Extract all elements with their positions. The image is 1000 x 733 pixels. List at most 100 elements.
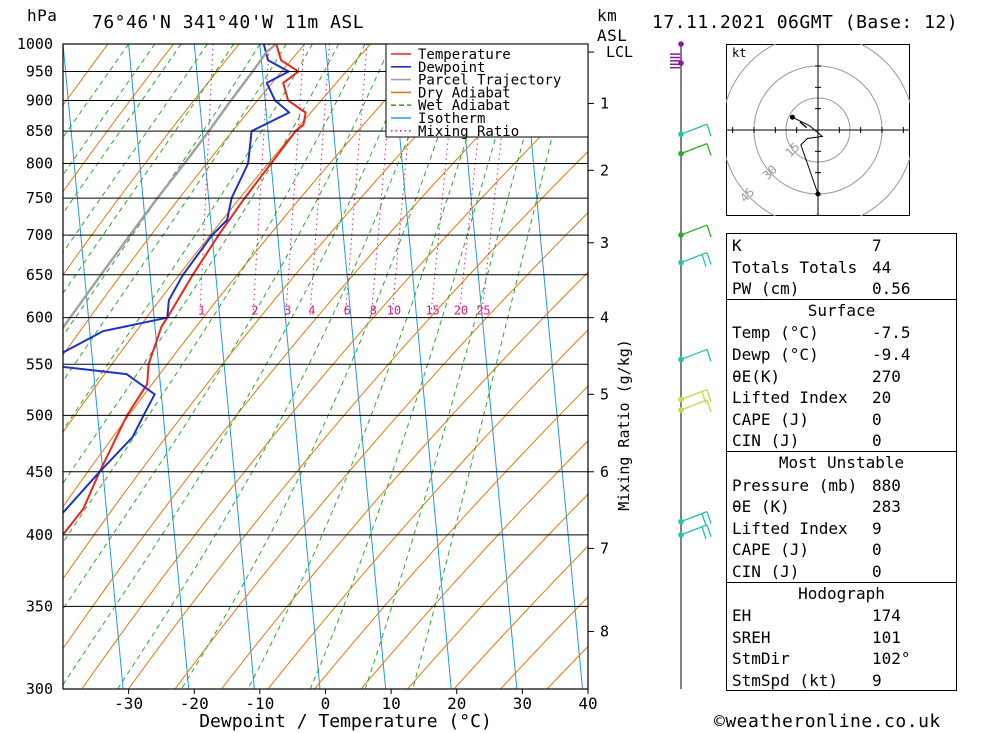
wind-barb-staff (680, 224, 708, 236)
x-tick-label: -10 (245, 694, 274, 713)
index-label: SREH (732, 627, 771, 647)
isotherm-line (654, 44, 714, 689)
index-row: Dewp (°C) -9.4 (727, 343, 956, 365)
wind-barb-staff (680, 348, 708, 361)
x-axis-label: Dewpoint / Temperature (°C) (199, 711, 492, 732)
km-tick-label: 1 (600, 94, 609, 112)
mixing-ratio-label: 1 (198, 304, 205, 318)
index-row: PW (cm) 0.56 (727, 277, 956, 299)
hodograph-section-title: Hodograph (798, 583, 885, 603)
index-value: 0 (872, 561, 882, 581)
asl-unit-label: ASL (597, 26, 628, 45)
index-row: CAPE (J) 0 (727, 538, 956, 560)
isotherm-line (456, 44, 518, 689)
surface-section-title: Surface (807, 300, 876, 320)
wind-barb-feather (701, 513, 707, 526)
pressure-tick-label: 450 (26, 463, 53, 481)
valid-datetime: 17.11.2021 06GMT (Base: 12) (652, 12, 959, 33)
pressure-tick-label: 650 (26, 266, 53, 284)
x-tick-label: 40 (578, 694, 597, 713)
pressure-tick-label: 350 (26, 597, 53, 615)
wet-adiabat-line (117, 44, 445, 689)
wind-barb-feather (706, 252, 712, 265)
wind-barb-feather (706, 143, 712, 156)
mixing-ratio-line (309, 44, 331, 318)
index-value: 880 (872, 475, 901, 495)
index-row: EH 174 (727, 604, 956, 626)
x-tick-label: 10 (381, 694, 400, 713)
wind-barb-staff (680, 511, 708, 523)
wind-barb (670, 53, 684, 69)
hodograph-point (815, 191, 821, 197)
km-tick-label: 8 (600, 622, 609, 640)
isotherm-line (193, 44, 255, 689)
index-value: 0.56 (872, 279, 911, 299)
pressure-tick-label: 600 (26, 309, 53, 327)
wind-barb-staff (680, 123, 708, 135)
dry-adiabat-line (127, 150, 588, 689)
index-value: 20 (872, 388, 892, 408)
wind-barb (678, 142, 712, 157)
legend-label: Parcel Trajectory (418, 73, 561, 89)
wind-barb-staff (680, 251, 708, 264)
mixing-ratio-label: 10 (387, 304, 401, 318)
legend-label: Dry Adiabat (418, 85, 511, 101)
index-row: StmSpd (kt) 9 (727, 669, 956, 691)
pressure-tick-label: 400 (26, 526, 53, 544)
pressure-tick-label: 900 (26, 91, 53, 109)
wind-barb (678, 388, 712, 404)
legend-label: Wet Adiabat (418, 98, 511, 114)
index-row: CIN (J) 0 (727, 429, 956, 451)
legend-label: Isotherm (418, 111, 485, 127)
index-value: 101 (872, 627, 901, 647)
wind-barb-feather (706, 399, 712, 413)
mixing-ratio-label: 8 (370, 304, 377, 318)
dry-adiabat-line (63, 44, 371, 434)
mixing-ratio-labels: 1 2 3 4 6 8 10 15 20 25 (198, 304, 491, 318)
wind-barb-staff (680, 388, 708, 401)
index-value: 44 (872, 257, 892, 277)
pressure-tick-label: 500 (26, 406, 53, 424)
index-value: 0 (872, 540, 882, 560)
x-tick-label: -20 (180, 694, 209, 713)
pressure-tick-label: 550 (26, 355, 53, 373)
wind-barb-dot (678, 259, 684, 266)
dry-adiabat-line (63, 44, 109, 107)
index-value: 102° (872, 649, 911, 669)
legend-label: Dewpoint (418, 60, 485, 76)
index-row: θE(K) 270 (727, 365, 956, 387)
index-row: Totals Totals 44 (727, 256, 956, 278)
parcel-trajectory-line (63, 44, 278, 330)
mixing-ratio-line (199, 44, 214, 318)
index-value: 0 (872, 409, 882, 429)
wet-adiabat-line (309, 44, 523, 689)
wet-adiabat-line (63, 44, 392, 610)
index-row: CIN (J) 0 (727, 560, 956, 582)
wind-barb (678, 511, 712, 526)
surface-block: Temp (°C) -7.5 Dewp (°C) -9.4 θE(K) 270 Lifted… (727, 321, 956, 451)
index-value: 9 (872, 670, 882, 690)
dry-adiabat-line (267, 329, 588, 689)
index-label: Totals Totals (732, 257, 858, 277)
wind-barb (678, 348, 712, 363)
index-label: CIN (J) (732, 431, 800, 451)
wet-adiabat-line (63, 44, 156, 176)
isotherms (63, 44, 714, 689)
index-row: Pressure (mb) 880 (727, 474, 956, 496)
wind-barb-feather (701, 254, 707, 267)
index-label: Lifted Index (732, 518, 848, 538)
index-row: θE (K) 283 (727, 495, 956, 517)
index-value: 0 (872, 431, 882, 451)
km-tick-label: 4 (600, 309, 609, 327)
wind-barb (678, 123, 712, 138)
wet-adiabat-line (364, 44, 550, 689)
index-value: 9 (872, 518, 882, 538)
index-value: 283 (872, 497, 901, 517)
km-tick-label: 5 (600, 385, 609, 403)
wind-barb (678, 251, 712, 267)
index-value: 7 (872, 236, 882, 255)
copyright-link[interactable]: ©weatheronline.co.uk (714, 711, 941, 732)
